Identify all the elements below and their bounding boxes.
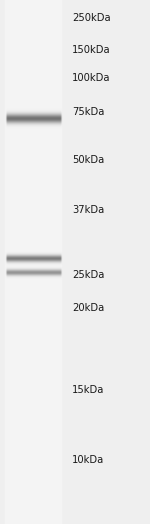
Text: 20kDa: 20kDa bbox=[72, 303, 104, 313]
Text: 37kDa: 37kDa bbox=[72, 205, 104, 215]
Text: 15kDa: 15kDa bbox=[72, 385, 104, 395]
Text: 100kDa: 100kDa bbox=[72, 73, 111, 83]
Text: 25kDa: 25kDa bbox=[72, 270, 104, 280]
Text: 150kDa: 150kDa bbox=[72, 45, 111, 55]
Text: 75kDa: 75kDa bbox=[72, 107, 104, 117]
Text: 250kDa: 250kDa bbox=[72, 13, 111, 23]
Text: 50kDa: 50kDa bbox=[72, 155, 104, 165]
Text: 10kDa: 10kDa bbox=[72, 455, 104, 465]
